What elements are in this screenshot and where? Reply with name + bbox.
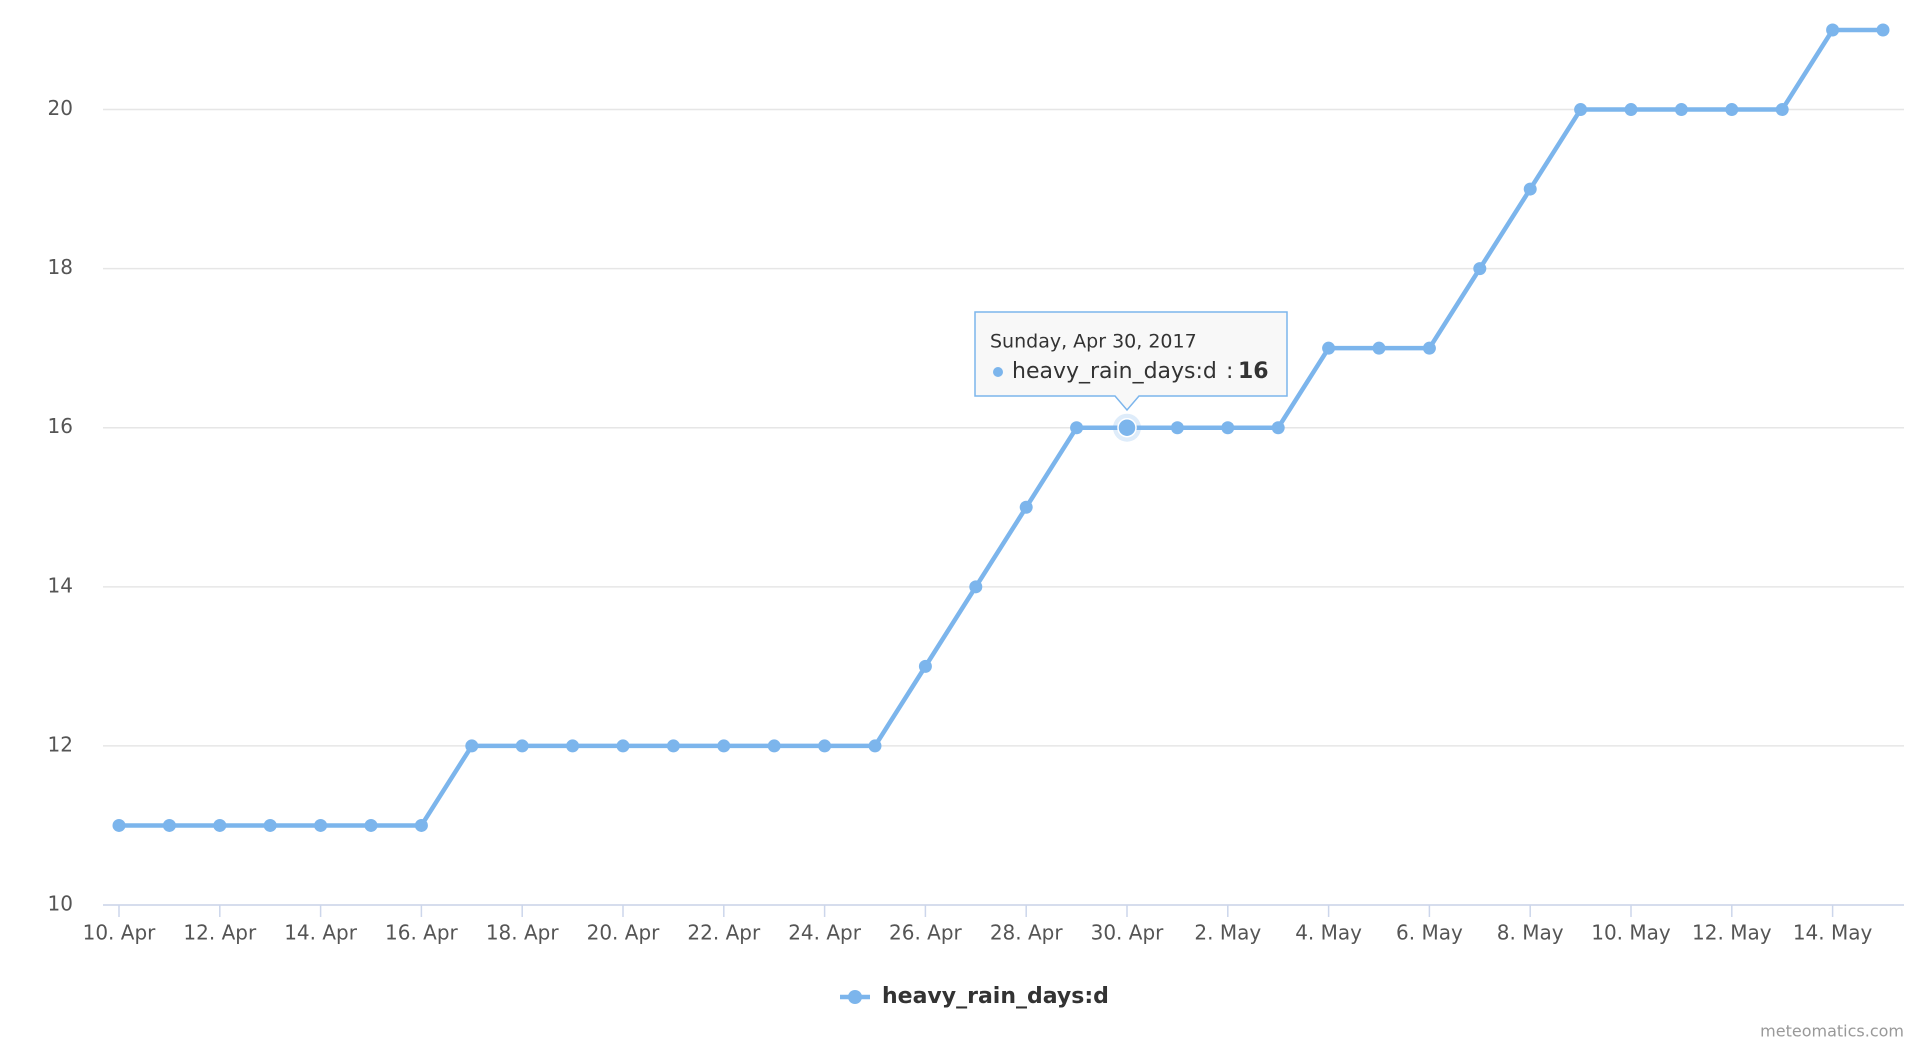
data-point bbox=[314, 818, 328, 832]
data-point bbox=[1725, 103, 1739, 117]
data-point bbox=[364, 818, 378, 832]
data-point bbox=[717, 739, 731, 753]
data-point bbox=[465, 739, 479, 753]
data-point bbox=[818, 739, 832, 753]
hover-point bbox=[1117, 417, 1137, 438]
data-point bbox=[1170, 421, 1184, 435]
data-point bbox=[1019, 500, 1033, 514]
x-tick-label: 2. May bbox=[1194, 921, 1261, 945]
tooltip-sep: : bbox=[1226, 359, 1233, 384]
x-tick-label: 14. Apr bbox=[284, 921, 358, 945]
data-point bbox=[1826, 23, 1840, 37]
tooltip-marker bbox=[993, 367, 1003, 377]
data-point bbox=[616, 739, 630, 753]
x-tick-label: 28. Apr bbox=[990, 921, 1064, 945]
y-tick-label: 10 bbox=[48, 892, 73, 916]
data-point bbox=[1574, 103, 1588, 117]
x-tick-label: 10. Apr bbox=[83, 921, 157, 945]
tooltip-series: heavy_rain_days:d bbox=[1012, 359, 1217, 384]
x-tick-label: 12. Apr bbox=[183, 921, 257, 945]
data-point bbox=[1372, 341, 1386, 355]
data-point bbox=[1322, 341, 1336, 355]
x-tick-label: 22. Apr bbox=[687, 921, 761, 945]
x-tick-label: 18. Apr bbox=[486, 921, 560, 945]
data-point bbox=[112, 818, 126, 832]
series-line bbox=[119, 27, 1883, 828]
data-point bbox=[162, 818, 176, 832]
data-point bbox=[1221, 421, 1235, 435]
data-point bbox=[767, 739, 781, 753]
data-point bbox=[414, 818, 428, 832]
legend-marker bbox=[848, 990, 862, 1004]
x-tick-label: 20. Apr bbox=[587, 921, 661, 945]
tooltip-box bbox=[974, 311, 1288, 412]
x-tick-label: 4. May bbox=[1295, 921, 1362, 945]
data-point bbox=[868, 739, 882, 753]
x-tick-label: 30. Apr bbox=[1091, 921, 1165, 945]
x-tick-label: 26. Apr bbox=[889, 921, 963, 945]
data-point bbox=[1473, 262, 1487, 276]
data-point bbox=[1271, 421, 1285, 435]
data-point bbox=[1775, 103, 1789, 117]
y-tick-label: 14 bbox=[48, 573, 73, 597]
y-tick-label: 12 bbox=[48, 732, 73, 756]
x-tick-label: 24. Apr bbox=[788, 921, 862, 945]
data-point bbox=[1674, 103, 1688, 117]
credit[interactable]: meteomatics.com bbox=[1760, 1022, 1904, 1041]
data-point bbox=[213, 818, 227, 832]
x-tick-label: 16. Apr bbox=[385, 921, 459, 945]
x-tick-label: 12. May bbox=[1692, 921, 1772, 945]
y-tick-label: 20 bbox=[48, 96, 73, 120]
data-point bbox=[1624, 103, 1638, 117]
y-tick-label: 18 bbox=[48, 255, 73, 279]
data-point bbox=[1070, 421, 1084, 435]
x-tick-label: 8. May bbox=[1497, 921, 1564, 945]
y-tick-label: 16 bbox=[48, 414, 73, 438]
data-point bbox=[1422, 341, 1436, 355]
tooltip-value: 16 bbox=[1238, 359, 1269, 384]
tooltip-title: Sunday, Apr 30, 2017 bbox=[990, 331, 1197, 353]
x-tick-label: 14. May bbox=[1793, 921, 1873, 945]
x-tick-label: 6. May bbox=[1396, 921, 1463, 945]
data-point bbox=[263, 818, 277, 832]
legend-label: heavy_rain_days:d bbox=[882, 984, 1109, 1009]
tooltip: Sunday, Apr 30, 2017 heavy_rain_days:d 16: bbox=[974, 311, 1288, 412]
data-point bbox=[566, 739, 580, 753]
x-tick-label: 10. May bbox=[1591, 921, 1671, 945]
data-point bbox=[969, 580, 983, 594]
data-point bbox=[1876, 23, 1890, 37]
data-point bbox=[666, 739, 680, 753]
data-point bbox=[515, 739, 529, 753]
data-point bbox=[918, 659, 932, 673]
data-point bbox=[1523, 182, 1537, 196]
